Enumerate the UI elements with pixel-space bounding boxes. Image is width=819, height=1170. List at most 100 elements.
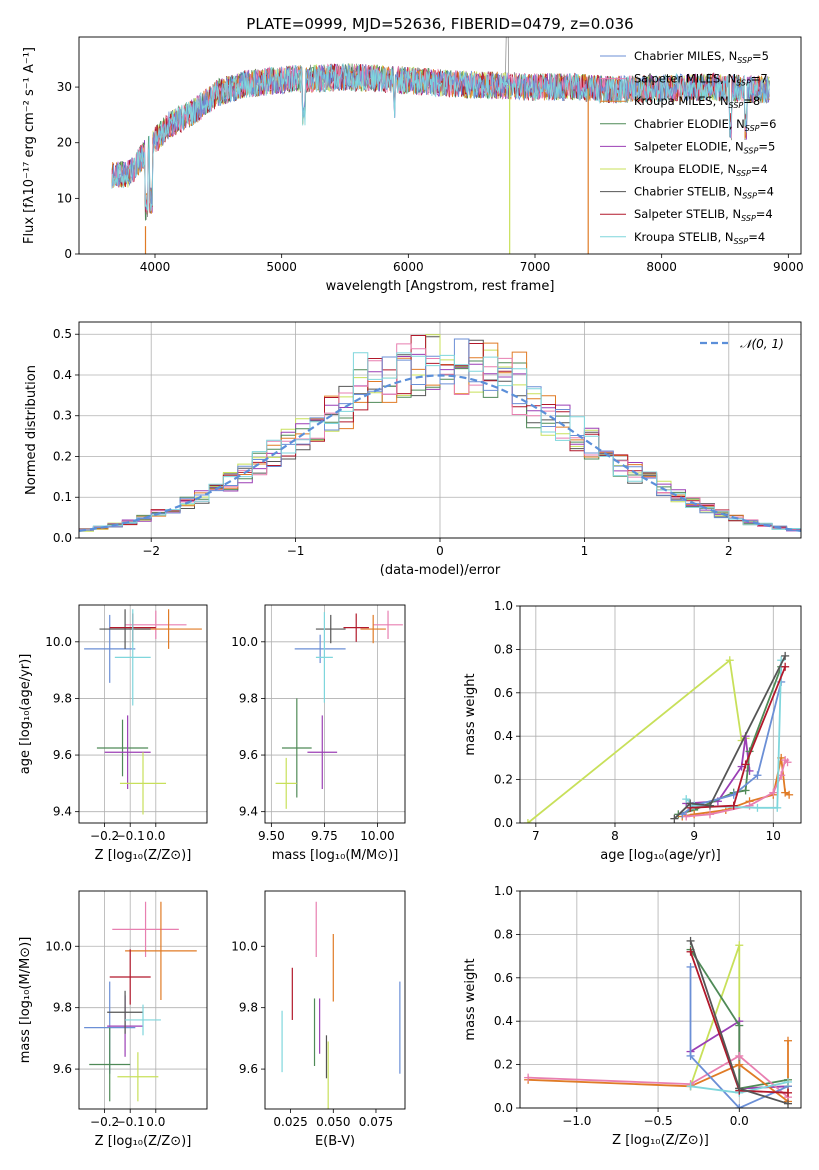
x-axis-label: Z [log₁₀(Z/Z⊙)] (95, 1134, 192, 1149)
y-tick-label: 9.8 (239, 691, 258, 705)
weight-marker (784, 1077, 793, 1086)
weight-marker (784, 1088, 793, 1097)
y-tick-label: 0.8 (494, 642, 513, 656)
legend-label: Salpeter MILES, NSSP=7 (634, 72, 768, 88)
legend-label: Salpeter STELIB, NSSP=4 (634, 207, 773, 223)
weight-marker (741, 786, 750, 795)
errorbar-point-3 (281, 698, 312, 798)
plot-area (281, 901, 401, 1109)
y-axis-label: Flux [fλ10⁻¹⁷ erg cm⁻² s⁻¹ A⁻¹] (22, 47, 37, 244)
x-axis-label: E(B-V) (315, 1134, 355, 1149)
errorbar-point-7 (109, 949, 151, 1005)
plot-area (79, 334, 801, 532)
x-axis-label: Z [log₁₀(Z/Z⊙)] (95, 848, 192, 863)
y-tick-label: 0.1 (53, 490, 72, 504)
x-tick-label: 0.0 (146, 829, 165, 843)
weight-marker (686, 962, 695, 971)
weight-marker (753, 771, 762, 780)
x-tick-label: 0.050 (316, 1115, 350, 1129)
weight-marker (773, 803, 782, 812)
y-tick-label: 0.2 (53, 449, 72, 463)
errorbar-point-2 (360, 614, 386, 644)
x-tick-label: −0.1 (116, 829, 145, 843)
plot-area (84, 901, 197, 1102)
legend-label: Chabrier MILES, NSSP=5 (634, 49, 769, 65)
x-tick-label: 9 (690, 829, 698, 843)
x-tick-label: 2 (725, 544, 733, 558)
legend-label: Chabrier STELIB, NSSP=4 (634, 185, 774, 201)
y-tick-label: 0.0 (494, 816, 513, 830)
plot-area (84, 609, 202, 815)
weight-series-7 (690, 666, 787, 809)
x-tick-label: 1 (581, 544, 589, 558)
x-tick-label: 4000 (140, 260, 171, 274)
chart-mass_vs_Z: −0.2−0.1 0.0 9.6 9.8 10.0 Z [log₁₀(Z/Z⊙)] mass… (18, 890, 208, 1149)
figure-title: PLATE=0999, MJD=52636, FIBERID=0479, z=0… (246, 15, 633, 33)
y-axis-label: mass weight (463, 673, 478, 755)
errorbar-point-2 (125, 901, 197, 1000)
y-tick-label: 10.0 (231, 635, 258, 649)
y-tick-label: 0.8 (494, 927, 513, 941)
weight-marker (523, 819, 532, 823)
weight-marker (781, 651, 790, 660)
errorbar-point-3 (89, 1027, 131, 1102)
weight-marker (781, 662, 790, 671)
chart-age_vs_mass: 9.50 9.75 10.00 9.4 9.6 9.8 10.0 mass [log₁₀(M/… (231, 604, 406, 863)
weight-marker (769, 788, 778, 797)
spectrum-legend: Chabrier MILES, NSSP=5 Salpeter MILES, NS… (600, 49, 776, 246)
errorbar-point-1 (373, 610, 403, 639)
weight-marker (735, 1051, 744, 1060)
y-tick-label: 0.6 (494, 971, 513, 985)
errorbar-point-8 (315, 612, 333, 703)
axes-frame (519, 890, 802, 1109)
y-axis-label: mass weight (463, 958, 478, 1040)
spectrum-series-0 (111, 63, 770, 211)
errorbar-point-4 (307, 715, 338, 790)
legend-label: 𝒩(0, 1) (740, 337, 784, 351)
weight-series-1 (528, 1054, 789, 1098)
plots-layer: 4000 5000 6000 7000 8000 90000102030wavelengt… (18, 36, 804, 1149)
y-tick-label: 0.0 (494, 1101, 513, 1115)
axes-frame (78, 890, 208, 1110)
legend-label: Chabrier ELODIE, NSSP=6 (634, 117, 776, 133)
errorbar-point-7 (343, 613, 369, 642)
y-tick-label: 0.0 (53, 531, 72, 545)
y-tick-label: 10.0 (45, 939, 72, 953)
weight-series-2 (528, 1040, 789, 1104)
plot-area (524, 936, 793, 1108)
x-tick-label: 9.50 (258, 829, 285, 843)
y-tick-label: 0.5 (53, 327, 72, 341)
y-tick-label: 9.8 (53, 691, 72, 705)
legend-label: Kroupa MILES, NSSP=8 (634, 94, 760, 110)
weight-marker (753, 803, 762, 812)
y-tick-label: 0.2 (494, 773, 513, 787)
errorbar-point-0 (294, 634, 346, 664)
y-tick-label: 0.3 (53, 409, 72, 423)
weight-marker (705, 801, 714, 810)
x-tick-label: 8000 (646, 260, 677, 274)
chart-mass_vs_EBV: 0.025 0.050 0.075 9.6 9.8 10.0 E(B-V) (231, 890, 406, 1149)
axes-frame (519, 605, 802, 824)
x-tick-label: −2 (142, 544, 160, 558)
x-tick-label: −1.0 (562, 1114, 591, 1128)
x-tick-label: 0.075 (359, 1115, 393, 1129)
axes-frame (78, 604, 208, 824)
errorbar-point-5 (275, 757, 297, 809)
weight-marker (686, 1051, 695, 1060)
x-axis-label: age [log₁₀(age/yr)] (600, 848, 721, 863)
errorbar-point-8 (114, 609, 151, 706)
y-tick-label: 0 (64, 247, 72, 261)
weight-marker (735, 1104, 744, 1108)
x-tick-label: 10 (766, 829, 781, 843)
y-tick-label: 9.4 (53, 805, 72, 819)
y-tick-label: 0.4 (494, 729, 513, 743)
axes-frame (78, 321, 802, 539)
y-tick-label: 10.0 (45, 635, 72, 649)
y-axis-label: mass [log₁₀(M/M⊙)] (18, 937, 33, 1064)
x-tick-label: 0.025 (273, 1115, 307, 1129)
y-tick-label: 1.0 (494, 884, 513, 898)
y-tick-label: 9.6 (239, 748, 258, 762)
x-axis-label: (data-model)/error (380, 563, 501, 578)
errorbar-point-6 (315, 614, 346, 644)
